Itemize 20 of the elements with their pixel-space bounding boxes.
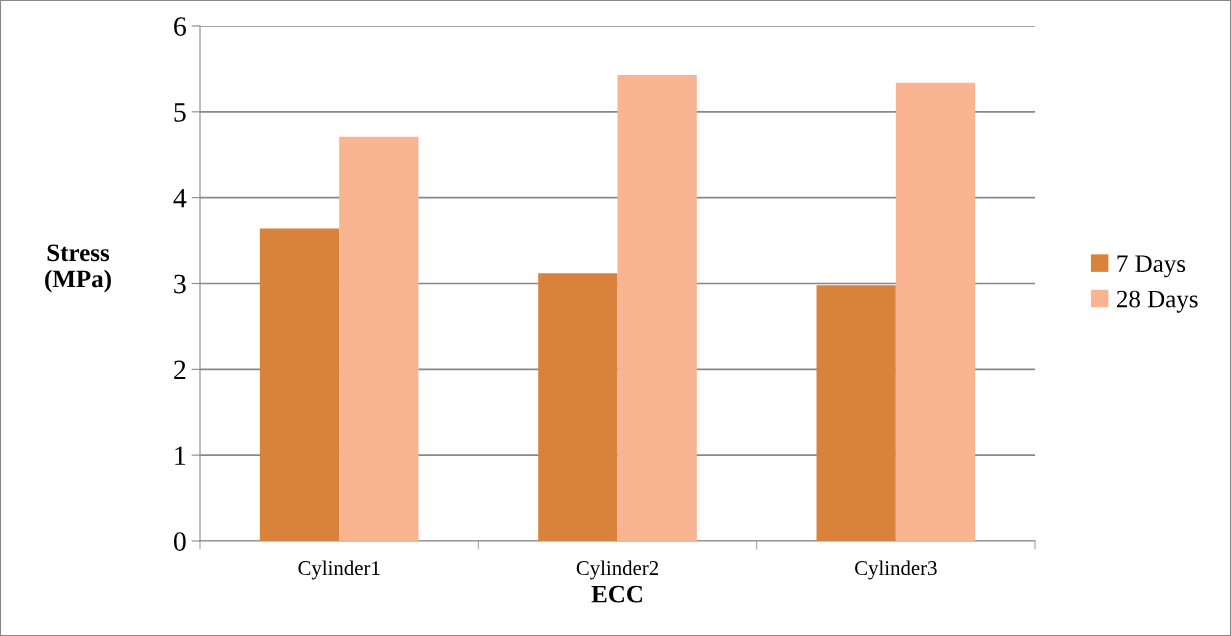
y-axis-title: Stress (MPa) — [45, 244, 111, 293]
x-axis-title: ECC — [591, 585, 642, 603]
x-tick-label: Cylinder1 — [298, 560, 380, 580]
y-tick-label: 5 — [174, 103, 186, 122]
bar — [339, 136, 419, 541]
y-tick-label: 4 — [173, 189, 187, 208]
bar — [816, 285, 896, 541]
legend-label: 28 Days — [1117, 290, 1198, 313]
x-tick-label: Cylinder2 — [576, 560, 659, 580]
bar — [538, 273, 618, 541]
x-tick-label: Cylinder3 — [855, 560, 937, 580]
bar — [617, 74, 697, 541]
legend-label: 7 Days — [1117, 255, 1186, 278]
y-tick-label: 3 — [174, 274, 186, 294]
y-tick-label: 1 — [175, 446, 186, 465]
y-tick-label: 0 — [173, 532, 186, 551]
bar — [895, 82, 976, 541]
y-tick-label: 2 — [174, 360, 186, 379]
y-tick-label: 6 — [174, 17, 186, 36]
bar — [259, 228, 340, 541]
